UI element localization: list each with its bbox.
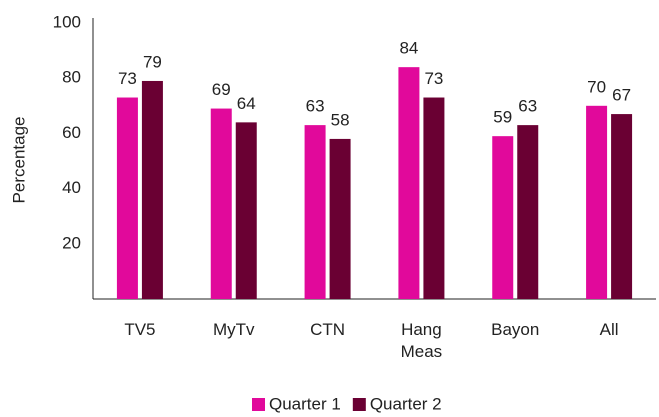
x-tick-label: TV5 <box>124 320 156 339</box>
y-tick-label: 100 <box>53 12 81 31</box>
data-label: 67 <box>612 86 631 105</box>
bar <box>304 125 326 300</box>
bar <box>517 125 539 300</box>
bar <box>611 114 633 299</box>
bar <box>492 136 514 299</box>
data-label: 73 <box>424 69 443 88</box>
legend-swatch <box>252 398 265 411</box>
legend-swatch <box>352 398 366 411</box>
data-label: 63 <box>518 97 537 116</box>
y-axis-label: Percentage <box>9 117 28 204</box>
bar <box>116 97 138 300</box>
data-label: 59 <box>493 108 512 127</box>
data-label: 63 <box>306 97 325 116</box>
bar <box>398 67 420 299</box>
data-label: 73 <box>118 69 137 88</box>
data-label: 70 <box>587 77 606 96</box>
bar <box>210 108 232 299</box>
y-tick-label: 60 <box>62 123 81 142</box>
x-tick-label: MyTv <box>212 320 255 339</box>
bar <box>423 97 445 300</box>
data-label: 64 <box>237 94 256 113</box>
y-tick-label: 20 <box>62 233 81 252</box>
legend-label: Quarter 2 <box>370 394 442 413</box>
y-tick-label: 40 <box>62 178 81 197</box>
data-label: 69 <box>212 80 231 99</box>
x-tick-label: Bayon <box>491 320 540 339</box>
legend-label: Quarter 1 <box>269 394 341 413</box>
y-tick-label: 80 <box>62 68 81 87</box>
bar <box>329 138 351 299</box>
data-label: 79 <box>143 52 162 71</box>
x-tick-label: All <box>599 320 619 339</box>
x-tick-label: Hang Meas <box>400 320 443 361</box>
bar <box>141 80 163 300</box>
bar <box>586 105 608 299</box>
bar <box>235 122 257 299</box>
x-tick-label: CTN <box>310 320 346 339</box>
data-label: 84 <box>399 39 418 58</box>
data-label: 58 <box>331 110 350 129</box>
